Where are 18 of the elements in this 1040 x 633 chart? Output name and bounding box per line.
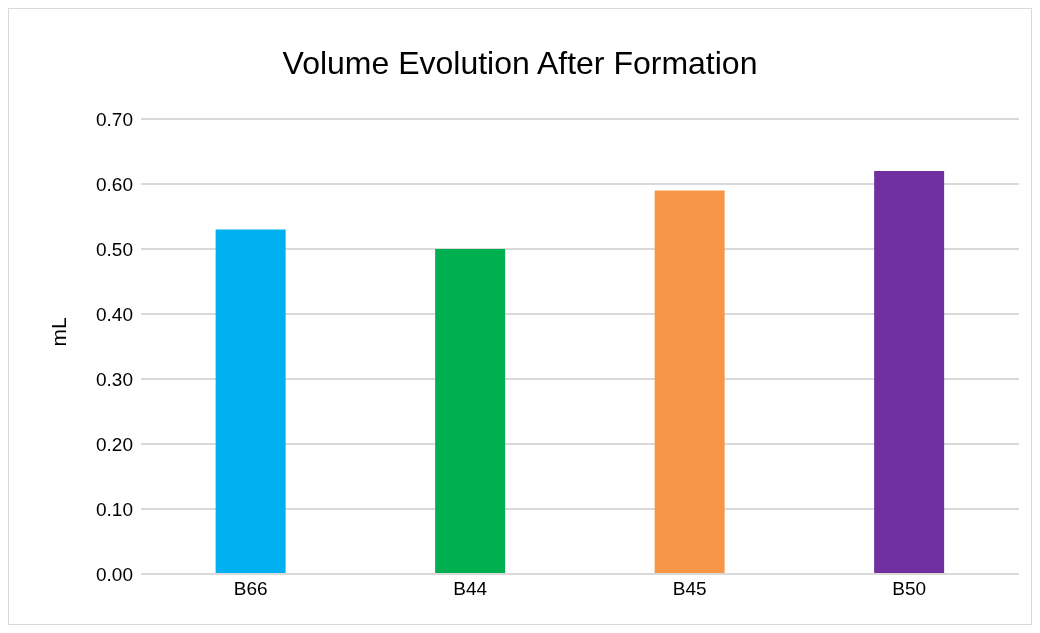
bar <box>215 229 286 574</box>
x-tick-label: B50 <box>892 578 927 600</box>
y-tick-label: 0.00 <box>96 563 133 585</box>
bar <box>874 171 945 574</box>
y-axis-title: mL <box>47 317 71 347</box>
y-tick-label: 0.10 <box>96 498 133 520</box>
bar <box>654 190 725 574</box>
y-tick-label: 0.60 <box>96 173 133 195</box>
y-tick-label: 0.40 <box>96 303 133 325</box>
bar <box>435 249 506 574</box>
chart-title: Volume Evolution After Formation <box>281 45 759 82</box>
y-tick-label: 0.50 <box>96 238 133 260</box>
y-tick-label: 0.70 <box>96 108 133 130</box>
y-tick-label: 0.30 <box>96 368 133 390</box>
y-tick-label: 0.20 <box>96 433 133 455</box>
x-tick-label: B44 <box>453 578 488 600</box>
x-tick-label: B66 <box>233 578 268 600</box>
x-tick-label: B45 <box>672 578 707 600</box>
